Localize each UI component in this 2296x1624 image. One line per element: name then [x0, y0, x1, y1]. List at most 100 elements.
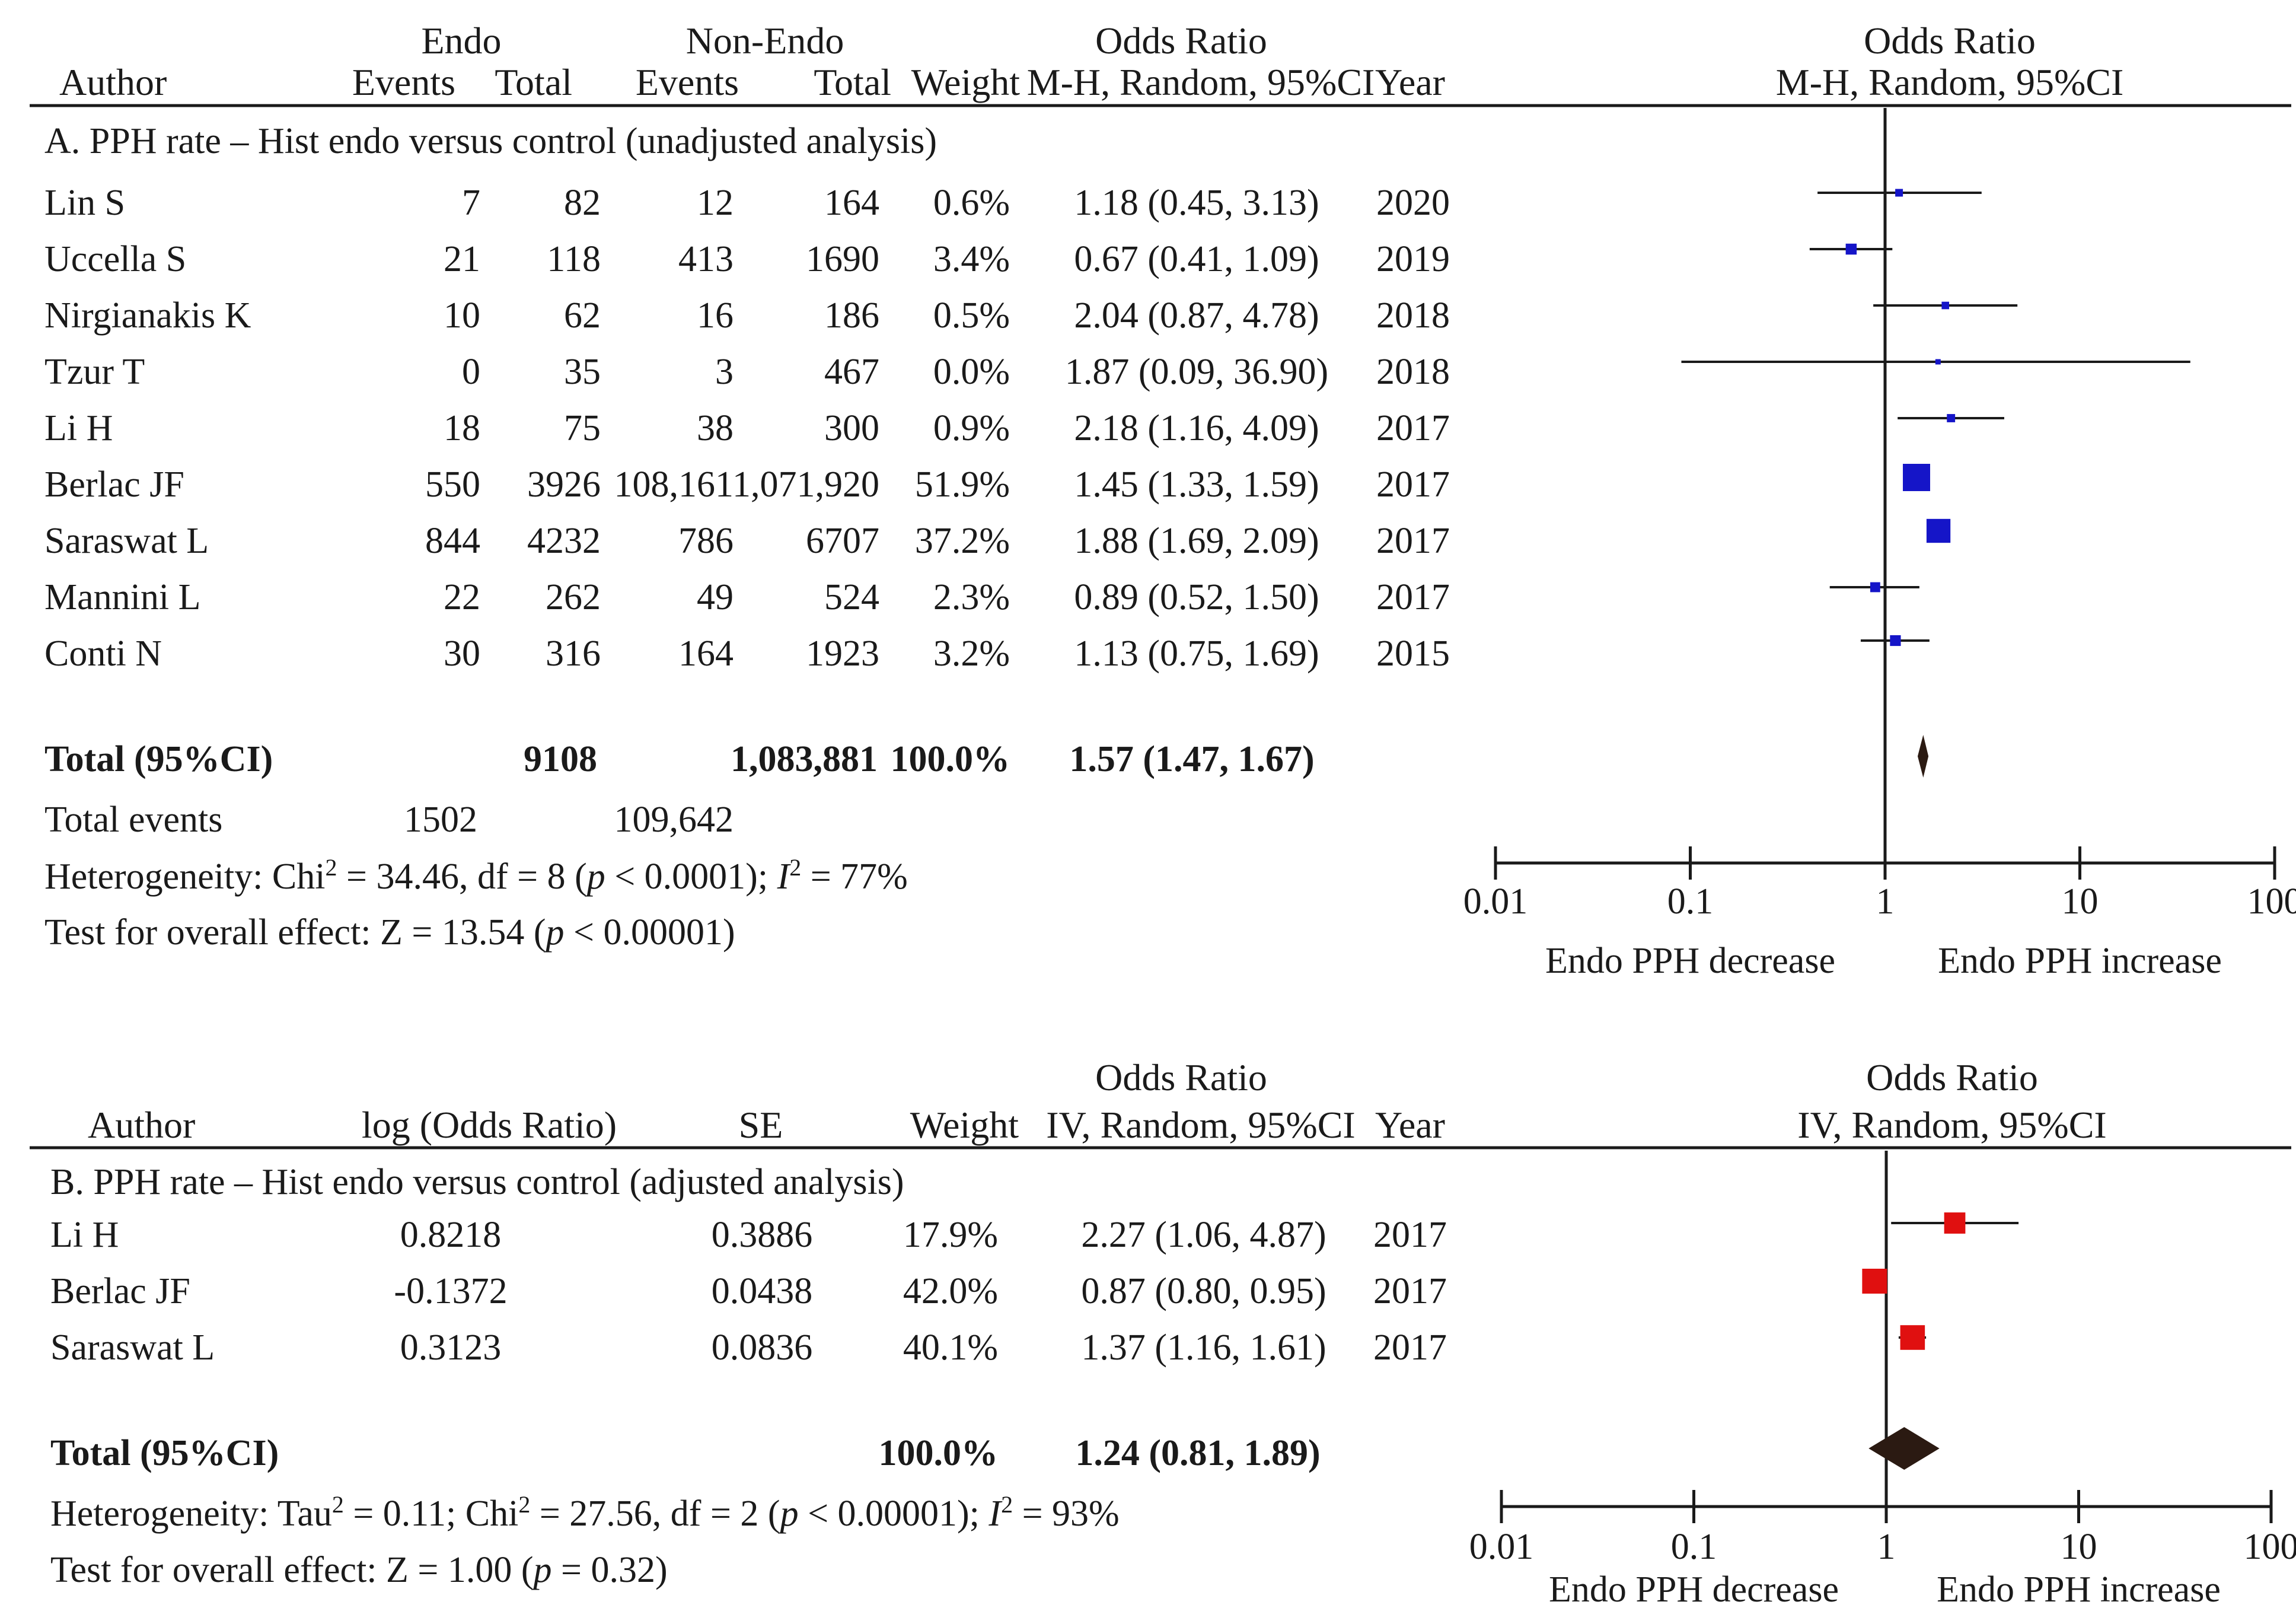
a-section-title: A. PPH rate – Hist endo versus control (…: [44, 121, 937, 161]
x-axis-tick-label: 0.1: [1671, 1527, 1717, 1567]
a-table-rows: Lin S 7 82 12 164 0.6% 1.18 (0.45, 3.13)…: [44, 183, 1450, 674]
b-forest-plot: 0.01 0.1 1 10 100 Endo PPH decrease Endo PPH i…: [1469, 1151, 2296, 1610]
odds-ratio: 1.87 (0.09, 36.90): [1065, 352, 1328, 392]
summary-diamond: [1917, 735, 1929, 778]
endo-events: 844: [425, 521, 480, 561]
table-row: Li H 0.8218 0.3886 17.9% 2.27 (1.06, 4.8…: [50, 1215, 1447, 1255]
total-events-ctrl: 109,642: [614, 800, 734, 840]
section-a: Endo Non-Endo Odds Ratio Odds Ratio Auth…: [30, 20, 2296, 981]
b-heterogeneity: Heterogeneity: Tau2 = 0.11; Chi2 = 27.56…: [50, 1491, 1120, 1534]
summary-diamond: [1868, 1427, 1940, 1470]
table-row: Uccella S 21 118 413 1690 3.4% 0.67 (0.4…: [44, 239, 1450, 279]
endo-events: 18: [444, 408, 480, 448]
total-odds-ratio: 1.57 (1.47, 1.67): [1069, 739, 1314, 779]
study-author: Saraswat L: [50, 1327, 215, 1368]
axis-left-label: Endo PPH decrease: [1545, 941, 1835, 981]
year: 2018: [1376, 295, 1450, 336]
year: 2020: [1376, 183, 1450, 223]
b-header-author: Author: [88, 1104, 195, 1146]
log-odds-ratio: 0.8218: [400, 1215, 502, 1255]
study-square: [1895, 189, 1903, 197]
odds-ratio: 0.67 (0.41, 1.09): [1074, 239, 1319, 279]
ctrl-total: 1690: [806, 239, 879, 279]
ctrl-total: 1923: [806, 633, 879, 674]
axis-left-label: Endo PPH decrease: [1549, 1569, 1839, 1610]
weight: 3.2%: [933, 633, 1010, 674]
odds-ratio: 0.87 (0.80, 0.95): [1081, 1271, 1326, 1311]
weight: 37.2%: [915, 521, 1010, 561]
study-square: [1890, 635, 1901, 647]
endo-events: 30: [444, 633, 480, 674]
table-row: Saraswat L 844 4232 786 6707 37.2% 1.88 …: [44, 521, 1450, 561]
weight: 42.0%: [903, 1271, 998, 1311]
x-axis-tick-label: 0.01: [1469, 1527, 1534, 1567]
ctrl-events: 164: [678, 633, 734, 674]
ctrl-events: 3: [715, 352, 734, 392]
table-row: Berlac JF -0.1372 0.0438 42.0% 0.87 (0.8…: [50, 1271, 1447, 1311]
endo-total: 316: [546, 633, 601, 674]
axis-right-label: Endo PPH increase: [1937, 1569, 2221, 1610]
b-overall-effect: Test for overall effect: Z = 1.00 (p = 0…: [50, 1550, 668, 1590]
odds-ratio: 1.18 (0.45, 3.13): [1074, 183, 1319, 223]
a-header-nonendo: Non-Endo: [686, 20, 844, 62]
total-endo-total: 9108: [524, 739, 597, 779]
x-axis-tick-label: 100: [2244, 1527, 2296, 1567]
ctrl-events: 16: [697, 295, 734, 336]
x-axis-tick-label: 0.01: [1463, 881, 1528, 922]
year: 2017: [1376, 521, 1450, 561]
study-author: Nirgianakis K: [44, 295, 251, 336]
endo-total: 35: [564, 352, 601, 392]
study-square: [1900, 1325, 1925, 1350]
study-square: [1903, 464, 1931, 491]
b-header-or-method: IV, Random, 95%CI: [1046, 1104, 1355, 1146]
odds-ratio: 2.27 (1.06, 4.87): [1081, 1215, 1326, 1255]
section-b: Odds Ratio Odds Ratio Author log (Odds R…: [30, 1056, 2296, 1610]
total-weight: 100.0%: [891, 739, 1010, 779]
endo-total: 82: [564, 183, 601, 223]
standard-error: 0.0438: [712, 1271, 813, 1311]
weight: 17.9%: [903, 1215, 998, 1255]
endo-events: 21: [444, 239, 480, 279]
total-label: Total (95%CI): [50, 1433, 279, 1473]
endo-total: 118: [547, 239, 601, 279]
x-axis-tick-label: 1: [1876, 881, 1895, 922]
odds-ratio: 2.04 (0.87, 4.78): [1074, 295, 1319, 336]
study-square: [1935, 359, 1941, 365]
total-odds-ratio: 1.24 (0.81, 1.89): [1075, 1433, 1320, 1473]
weight: 0.9%: [933, 408, 1010, 448]
weight: 0.6%: [933, 183, 1010, 223]
table-row: Li H 18 75 38 300 0.9% 2.18 (1.16, 4.09)…: [44, 408, 1450, 448]
standard-error: 0.3886: [712, 1215, 813, 1255]
total-weight: 100.0%: [879, 1433, 999, 1473]
a-total-row: Total (95%CI) 9108 1,083,881 100.0% 1.57…: [44, 739, 1315, 779]
total-ctrl-total: 1,083,881: [731, 739, 878, 779]
b-table-rows: Li H 0.8218 0.3886 17.9% 2.27 (1.06, 4.8…: [50, 1215, 1447, 1368]
a-total-events-row: Total events 1502 109,642: [44, 800, 734, 840]
ctrl-total: 186: [824, 295, 879, 336]
ctrl-events: 49: [697, 577, 734, 617]
b-total-row: Total (95%CI) 100.0% 1.24 (0.81, 1.89): [50, 1433, 1321, 1473]
a-plot-header-or-method: M-H, Random, 95%CI: [1776, 61, 2124, 103]
endo-events: 550: [425, 464, 480, 505]
study-author: Conti N: [44, 633, 162, 674]
endo-events: 22: [444, 577, 480, 617]
total-events-label: Total events: [44, 800, 222, 840]
odds-ratio: 2.18 (1.16, 4.09): [1074, 408, 1319, 448]
study-square: [1947, 414, 1956, 422]
study-square: [1944, 1212, 1966, 1234]
x-axis-tick-label: 10: [2061, 1527, 2097, 1567]
weight: 51.9%: [915, 464, 1010, 505]
odds-ratio: 1.37 (1.16, 1.61): [1081, 1327, 1326, 1368]
ctrl-total: 6707: [806, 521, 879, 561]
table-row: Mannini L 22 262 49 524 2.3% 0.89 (0.52,…: [44, 577, 1450, 617]
study-author: Berlac JF: [44, 464, 184, 505]
a-header-ctrl-events: Events: [636, 61, 739, 103]
endo-total: 262: [546, 577, 601, 617]
study-author: Uccella S: [44, 239, 186, 279]
ctrl-events: 108,161: [614, 464, 734, 505]
a-forest-plot: 0.01 0.1 1 10 100 Endo PPH decrease Endo PPH i…: [1463, 108, 2296, 981]
table-row: Nirgianakis K 10 62 16 186 0.5% 2.04 (0.…: [44, 295, 1450, 336]
endo-total: 3926: [527, 464, 601, 505]
standard-error: 0.0836: [712, 1327, 813, 1368]
year: 2017: [1373, 1215, 1447, 1255]
